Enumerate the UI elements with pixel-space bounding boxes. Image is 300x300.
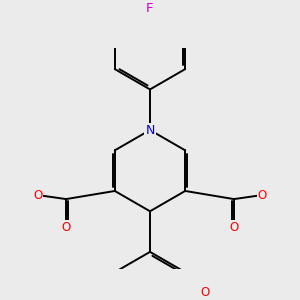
Text: O: O — [258, 188, 267, 202]
Text: F: F — [146, 2, 154, 15]
Text: O: O — [229, 221, 239, 234]
Text: O: O — [33, 188, 42, 202]
Text: N: N — [145, 124, 155, 136]
Text: O: O — [61, 221, 71, 234]
Text: O: O — [201, 286, 210, 299]
